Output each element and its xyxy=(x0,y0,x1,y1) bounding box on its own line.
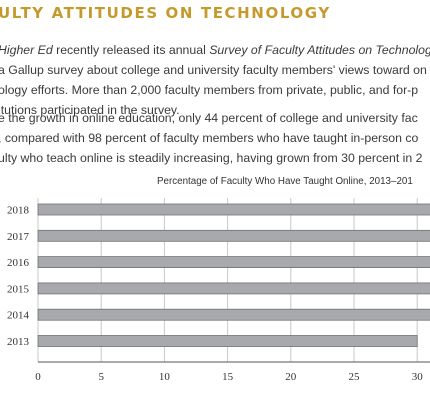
findings-paragraph: e the growth in online education, only 4… xyxy=(0,108,422,168)
findings-line: ulty who teach online is steadily increa… xyxy=(0,151,423,165)
bar-chart: 20182017201620152014201305101520253035 xyxy=(7,198,430,383)
bar-2017 xyxy=(37,229,430,242)
category-label: 2015 xyxy=(7,283,30,295)
x-tick-label: 20 xyxy=(285,371,297,383)
bar-2013 xyxy=(37,335,418,347)
category-label: 2016 xyxy=(7,257,30,269)
intro-line: a Gallup survey about college and univer… xyxy=(0,63,427,77)
intro-line: ology efforts. More than 2,000 faculty m… xyxy=(0,83,419,97)
intro-text: recently released its annual xyxy=(52,43,210,57)
findings-line: e the growth in online education, only 4… xyxy=(0,111,418,125)
bar-2015 xyxy=(37,282,430,295)
bar-2014 xyxy=(37,308,430,321)
category-label: 2013 xyxy=(7,336,30,348)
intro-paragraph: Higher Ed recently released its annual S… xyxy=(0,40,430,120)
section-heading: ULTY ATTITUDES ON TECHNOLOGY xyxy=(0,4,331,22)
x-tick-label: 15 xyxy=(222,371,234,383)
findings-line: , compared with 98 percent of faculty me… xyxy=(0,131,419,145)
x-tick-label: 0 xyxy=(35,371,41,383)
category-label: 2018 xyxy=(7,205,30,217)
category-label: 2014 xyxy=(7,310,30,322)
x-tick-label: 25 xyxy=(349,371,361,383)
publication-name: Higher Ed xyxy=(0,43,53,57)
x-tick-label: 5 xyxy=(98,371,104,383)
x-tick-label: 10 xyxy=(159,371,171,383)
bar-2016 xyxy=(37,256,430,268)
x-tick-label: 30 xyxy=(412,371,424,383)
category-label: 2017 xyxy=(7,231,30,243)
bar-2018 xyxy=(37,203,430,216)
chart-title: Percentage of Faculty Who Have Taught On… xyxy=(157,176,413,187)
survey-title: Survey of Faculty Attitudes on Technolog xyxy=(209,43,430,57)
intro-line: itutions participated in the survey. xyxy=(0,103,180,117)
